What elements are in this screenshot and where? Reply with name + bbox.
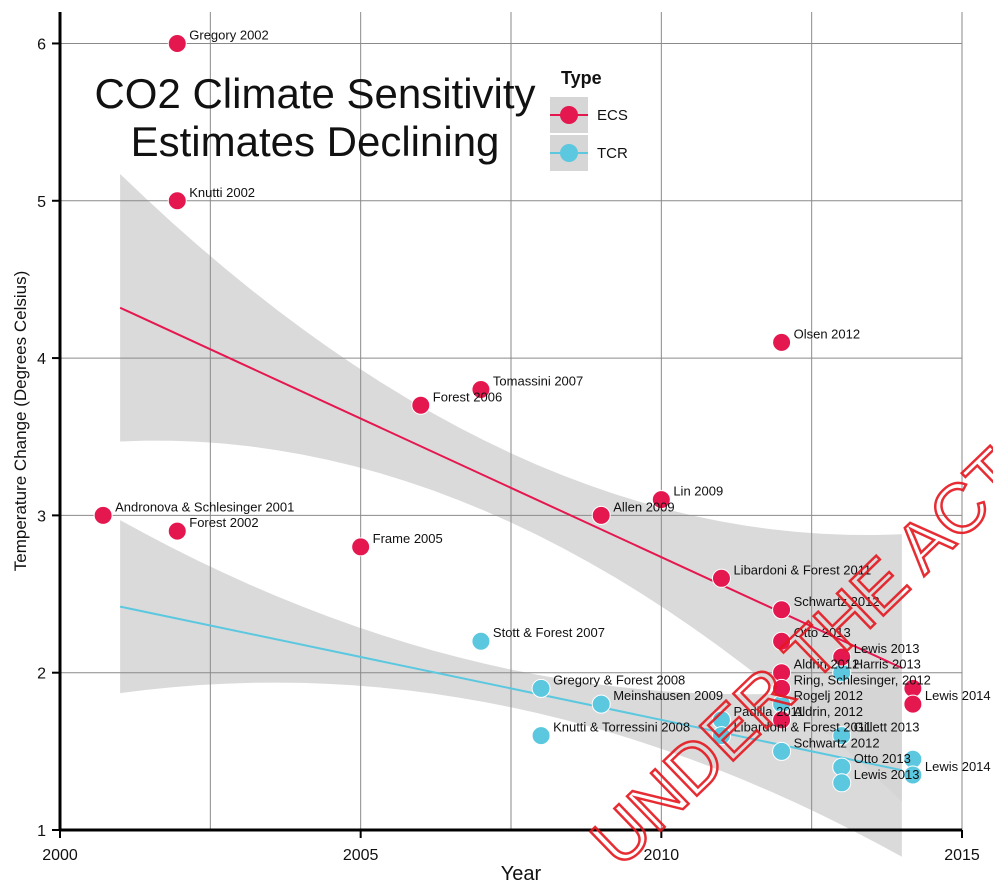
x-tick-label: 2005 xyxy=(343,847,379,864)
tcr-point-label: Otto 2013 xyxy=(854,751,911,766)
title-line-2: Estimates Declining xyxy=(80,118,550,166)
ecs-point xyxy=(904,695,922,713)
ecs-point-label: Gregory 2002 xyxy=(189,27,269,42)
ecs-point xyxy=(773,601,791,619)
legend-label-ecs: ECS xyxy=(597,107,628,124)
y-tick-label: 1 xyxy=(37,823,46,840)
tcr-point xyxy=(472,632,490,650)
ecs-point-label: Tomassini 2007 xyxy=(493,374,583,389)
title-line-1: CO2 Climate Sensitivity xyxy=(80,70,550,118)
tcr-point-label: Lewis 2013 xyxy=(854,767,920,782)
x-tick-label: 2000 xyxy=(42,847,78,864)
tcr-point xyxy=(833,774,851,792)
tcr-point-label: Harris 2013 xyxy=(854,657,921,672)
ecs-point-label: Andronova & Schlesinger 2001 xyxy=(115,499,294,514)
x-axis-label: Year xyxy=(501,863,542,885)
ecs-point xyxy=(168,522,186,540)
ecs-point-label: Frame 2005 xyxy=(373,531,443,546)
legend-title: Type xyxy=(561,68,602,88)
ecs-point xyxy=(712,569,730,587)
tcr-point xyxy=(773,742,791,760)
y-tick-label: 3 xyxy=(37,508,46,525)
ecs-point xyxy=(168,192,186,210)
tcr-point xyxy=(592,695,610,713)
ecs-point xyxy=(94,506,112,524)
y-axis-label: Temperature Change (Degrees Celsius) xyxy=(11,271,30,571)
tcr-point-label: Stott & Forest 2007 xyxy=(493,625,605,640)
ecs-point xyxy=(773,333,791,351)
tcr-point xyxy=(532,727,550,745)
tcr-point-label: Schwartz 2012 xyxy=(794,735,880,750)
ecs-point xyxy=(592,506,610,524)
y-tick-label: 5 xyxy=(37,194,46,211)
y-tick-label: 4 xyxy=(37,351,46,368)
ecs-point xyxy=(168,34,186,52)
chart-title: CO2 Climate Sensitivity Estimates Declin… xyxy=(80,70,550,166)
y-tick-label: 6 xyxy=(37,36,46,53)
ecs-point-label: Lin 2009 xyxy=(673,484,723,499)
ecs-point-label: Olsen 2012 xyxy=(794,326,861,341)
ecs-point-label: Lewis 2014 xyxy=(925,688,991,703)
tcr-point-label: Knutti & Torressini 2008 xyxy=(553,720,690,735)
ecs-point xyxy=(352,538,370,556)
y-tick-label: 2 xyxy=(37,666,46,683)
ecs-point-label: Knutti 2002 xyxy=(189,185,255,200)
legend-swatch-dot xyxy=(560,106,578,124)
tcr-point-label: Gillett 2013 xyxy=(854,720,920,735)
ecs-point xyxy=(412,396,430,414)
ecs-point-label: Allen 2009 xyxy=(613,499,674,514)
ecs-point-label: Forest 2002 xyxy=(189,515,258,530)
legend-label-tcr: TCR xyxy=(597,145,628,162)
tcr-point-label: Gregory & Forest 2008 xyxy=(553,672,685,687)
ecs-point-label: Forest 2006 xyxy=(433,389,502,404)
tcr-point-label: Lewis 2014 xyxy=(925,759,991,774)
x-tick-label: 2015 xyxy=(944,847,980,864)
tcr-point xyxy=(532,679,550,697)
legend-swatch-dot xyxy=(560,144,578,162)
